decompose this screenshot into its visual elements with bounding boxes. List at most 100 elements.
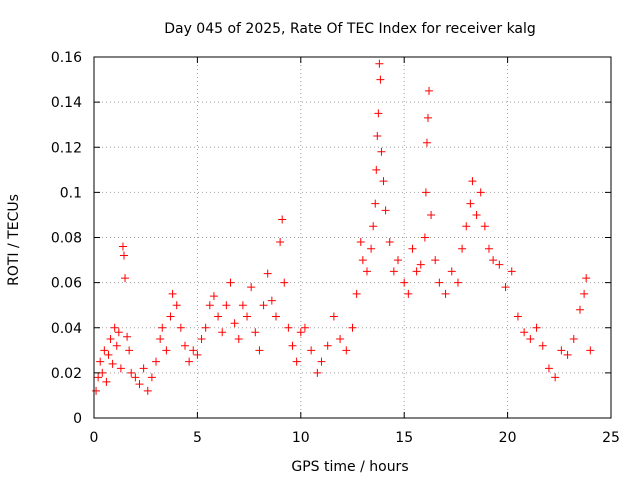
data-point bbox=[472, 210, 481, 219]
data-point bbox=[243, 312, 252, 321]
data-point bbox=[582, 274, 591, 283]
data-point bbox=[135, 380, 144, 389]
data-point bbox=[385, 238, 394, 247]
data-point bbox=[356, 238, 365, 247]
data-point bbox=[172, 301, 181, 310]
data-point bbox=[108, 359, 117, 368]
data-point bbox=[100, 346, 109, 355]
data-point bbox=[114, 328, 123, 337]
data-point bbox=[185, 357, 194, 366]
x-tick-label: 20 bbox=[499, 430, 517, 446]
data-point bbox=[371, 199, 380, 208]
data-point bbox=[421, 188, 430, 197]
data-point bbox=[352, 289, 361, 298]
data-point bbox=[189, 346, 198, 355]
y-tick-label: 0 bbox=[73, 411, 82, 427]
chart-title: Day 045 of 2025, Rate Of TEC Index for r… bbox=[164, 21, 536, 37]
y-tick-label: 0.1 bbox=[60, 185, 82, 201]
data-point bbox=[389, 267, 398, 276]
data-point bbox=[131, 373, 140, 382]
data-point bbox=[259, 301, 268, 310]
data-point bbox=[507, 267, 516, 276]
data-point bbox=[342, 346, 351, 355]
data-point bbox=[139, 364, 148, 373]
data-point bbox=[147, 373, 156, 382]
data-point bbox=[166, 312, 175, 321]
y-tick-label: 0.08 bbox=[51, 231, 82, 247]
data-point bbox=[251, 328, 260, 337]
data-point bbox=[143, 386, 152, 395]
data-point bbox=[176, 323, 185, 332]
y-tick-label: 0.02 bbox=[51, 366, 82, 382]
data-point bbox=[118, 242, 127, 251]
x-tick-label: 10 bbox=[292, 430, 310, 446]
data-point bbox=[513, 312, 522, 321]
data-point bbox=[374, 109, 383, 118]
data-point bbox=[329, 312, 338, 321]
data-point bbox=[112, 341, 121, 350]
data-point bbox=[462, 222, 471, 231]
data-point bbox=[296, 328, 305, 337]
data-point bbox=[468, 177, 477, 186]
data-point bbox=[102, 377, 111, 386]
data-point bbox=[441, 289, 450, 298]
data-point bbox=[520, 328, 529, 337]
data-point bbox=[230, 319, 239, 328]
data-point bbox=[358, 256, 367, 265]
data-point bbox=[263, 269, 272, 278]
data-point bbox=[538, 341, 547, 350]
data-point bbox=[276, 238, 285, 247]
data-point bbox=[532, 323, 541, 332]
data-point bbox=[348, 323, 357, 332]
y-tick-label: 0.04 bbox=[51, 321, 82, 337]
data-point bbox=[369, 222, 378, 231]
data-point bbox=[158, 323, 167, 332]
data-point bbox=[94, 373, 103, 382]
y-tick-label: 0.06 bbox=[51, 276, 82, 292]
data-point bbox=[209, 292, 218, 301]
data-point bbox=[123, 332, 132, 341]
data-point bbox=[307, 346, 316, 355]
data-point bbox=[379, 177, 388, 186]
data-points bbox=[92, 59, 595, 395]
data-point bbox=[495, 260, 504, 269]
data-point bbox=[377, 147, 386, 156]
data-point bbox=[416, 260, 425, 269]
data-point bbox=[551, 373, 560, 382]
data-point bbox=[96, 357, 105, 366]
data-point bbox=[431, 256, 440, 265]
data-point bbox=[373, 131, 382, 140]
data-point bbox=[292, 357, 301, 366]
x-tick-label: 5 bbox=[193, 430, 202, 446]
data-point bbox=[121, 274, 130, 283]
data-point bbox=[458, 244, 467, 253]
data-point bbox=[278, 215, 287, 224]
data-point bbox=[544, 364, 553, 373]
data-point bbox=[104, 350, 113, 359]
data-point bbox=[180, 341, 189, 350]
data-point bbox=[480, 222, 489, 231]
data-point bbox=[489, 256, 498, 265]
data-point bbox=[267, 296, 276, 305]
data-point bbox=[205, 301, 214, 310]
data-point bbox=[422, 138, 431, 147]
data-point bbox=[423, 113, 432, 122]
data-point bbox=[435, 278, 444, 287]
data-point bbox=[408, 244, 417, 253]
ticks: 0 5 10 15 20 25 0 0.02 0.04 0.06 0.08 0.1 0.12 0.14 0.… bbox=[51, 50, 620, 446]
data-point bbox=[372, 165, 381, 174]
data-point bbox=[404, 289, 413, 298]
data-point bbox=[400, 278, 409, 287]
x-axis-label: GPS time / hours bbox=[291, 459, 408, 475]
data-point bbox=[284, 323, 293, 332]
data-point bbox=[152, 357, 161, 366]
data-point bbox=[580, 289, 589, 298]
y-tick-label: 0.12 bbox=[51, 140, 82, 156]
data-point bbox=[214, 312, 223, 321]
data-point bbox=[255, 346, 264, 355]
x-tick-label: 15 bbox=[395, 430, 413, 446]
data-point bbox=[453, 278, 462, 287]
data-point bbox=[288, 341, 297, 350]
data-point bbox=[575, 305, 584, 314]
